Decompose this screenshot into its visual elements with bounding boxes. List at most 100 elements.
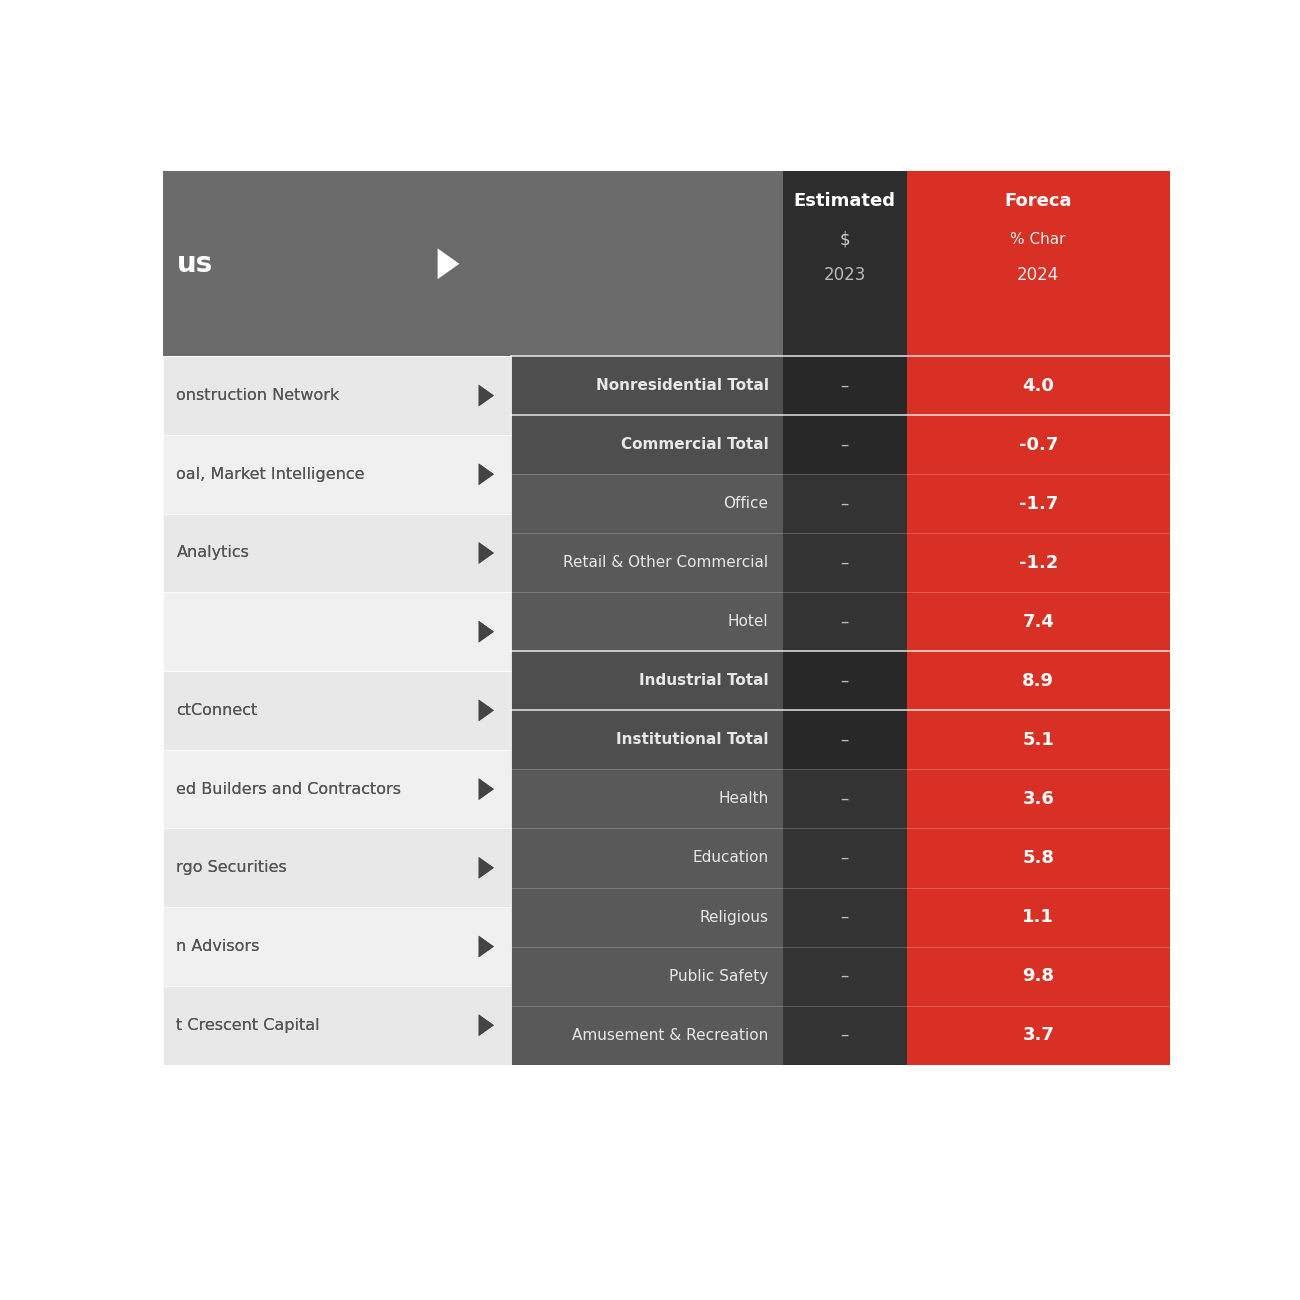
Text: 8.9: 8.9 [1022,672,1054,690]
Bar [162,172,511,356]
Text: –: – [840,377,849,395]
Polygon shape [478,1014,494,1036]
Text: Estimated: Estimated [793,191,896,209]
Bar [162,356,511,436]
Bar [511,474,783,533]
Bar [906,1006,1170,1065]
Text: –: – [840,849,849,867]
Bar [511,415,783,474]
Bar [906,710,1170,770]
Bar [162,750,511,828]
Bar [162,828,511,907]
Bar [162,156,1170,172]
Text: –: – [840,554,849,572]
Text: –: – [840,790,849,809]
Polygon shape [478,779,494,800]
Bar [783,356,906,415]
Text: n Advisors: n Advisors [177,939,260,954]
Bar [783,593,906,651]
Text: Industrial Total: Industrial Total [638,673,768,689]
Text: –: – [840,1026,849,1044]
Text: onstruction Network: onstruction Network [177,389,339,403]
Text: –: – [840,731,849,749]
Bar [162,593,511,671]
Text: Foreca: Foreca [1005,191,1072,209]
Bar [162,907,511,985]
Bar [783,710,906,770]
Bar [783,172,906,356]
Bar [162,671,511,750]
Bar [906,651,1170,710]
Text: –: – [840,436,849,454]
Bar [783,651,906,710]
Text: ctConnect: ctConnect [177,703,257,718]
Text: rgo Securities: rgo Securities [177,861,287,875]
Polygon shape [478,621,494,642]
Text: ed Builders and Contractors: ed Builders and Contractors [177,781,402,797]
Text: t Crescent Capital: t Crescent Capital [177,1018,320,1032]
Text: 7.4: 7.4 [1022,612,1054,630]
Text: –: – [840,495,849,512]
Bar [906,474,1170,533]
Bar [906,172,1170,356]
Polygon shape [478,621,494,642]
Bar [906,356,1170,415]
Bar [511,828,783,888]
Bar [906,415,1170,474]
Text: Health: Health [719,792,768,806]
Text: Nonresidential Total: Nonresidential Total [595,378,768,393]
Text: 3.6: 3.6 [1022,790,1054,809]
Text: Commercial Total: Commercial Total [621,437,768,452]
Bar [783,770,906,828]
Polygon shape [478,699,494,722]
Text: Religious: Religious [699,910,768,924]
Bar [162,593,511,671]
Polygon shape [478,936,494,957]
Text: Education: Education [693,850,768,866]
Bar [511,1006,783,1065]
Bar [511,356,783,1065]
Bar [511,356,783,415]
Bar [783,946,906,1006]
Polygon shape [478,779,494,800]
Bar [511,770,783,828]
Text: –: – [840,907,849,926]
Bar [906,593,1170,651]
Bar [162,828,511,907]
Text: oal, Market Intelligence: oal, Market Intelligence [177,467,365,482]
Text: -0.7: -0.7 [1019,436,1058,454]
Text: Office: Office [724,497,768,511]
Bar [162,436,511,514]
Bar [162,985,511,1065]
Bar [783,474,906,533]
Bar [162,907,511,985]
Text: Analytics: Analytics [177,546,250,560]
Text: onstruction Network: onstruction Network [177,389,339,403]
Text: 4.0: 4.0 [1022,377,1054,395]
Bar [906,888,1170,946]
Text: -1.2: -1.2 [1019,554,1058,572]
Bar [162,985,511,1065]
Text: Analytics: Analytics [177,546,250,560]
Bar [511,946,783,1006]
Polygon shape [478,385,494,407]
Text: –: – [840,967,849,985]
Text: % Char: % Char [1010,231,1066,247]
Bar [906,946,1170,1006]
Text: Public Safety: Public Safety [670,968,768,984]
Polygon shape [478,857,494,879]
Text: 1.1: 1.1 [1022,907,1054,926]
Bar [162,356,511,436]
Bar [906,770,1170,828]
Text: Hotel: Hotel [728,615,768,629]
Text: Amusement & Recreation: Amusement & Recreation [572,1027,768,1043]
Text: -1.7: -1.7 [1019,495,1058,512]
Bar [162,514,511,593]
Text: 3.7: 3.7 [1022,1026,1054,1044]
Text: –: – [840,672,849,690]
Text: Institutional Total: Institutional Total [616,732,768,748]
Bar [511,593,783,651]
Text: us: us [177,250,213,278]
Polygon shape [478,936,494,957]
Bar [511,888,783,946]
